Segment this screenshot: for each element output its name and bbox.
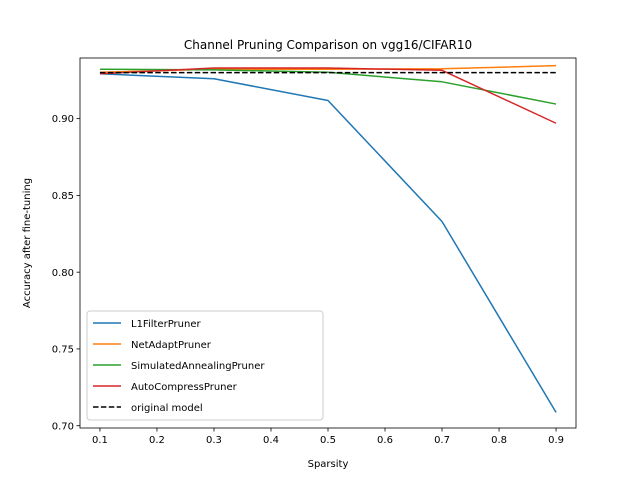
y-tick-label: 0.75 (52, 345, 74, 356)
x-tick-label: 0.7 (434, 435, 450, 446)
x-tick-label: 0.1 (92, 435, 108, 446)
series-line-2 (99, 68, 557, 105)
y-tick-label: 0.85 (52, 191, 74, 202)
y-tick-label: 0.90 (52, 114, 74, 125)
y-axis: 0.70 0.75 0.80 0.85 0.90 (52, 114, 80, 432)
x-tick-label: 0.2 (149, 435, 165, 446)
y-tick-label: 0.70 (52, 421, 74, 432)
x-axis: 0.1 0.2 0.3 0.4 0.5 0.6 0.7 0.8 0.9 (92, 428, 564, 446)
legend-label-3: AutoCompressPruner (131, 382, 238, 393)
plot-series (99, 64, 557, 413)
y-axis-label: Accuracy after fine-tuning (22, 178, 33, 308)
legend: L1FilterPruner NetAdaptPruner SimulatedAnn… (86, 310, 324, 421)
series-line-0 (99, 73, 557, 413)
legend-label-2: SimulatedAnnealingPruner (131, 361, 265, 372)
x-tick-label: 0.5 (320, 435, 336, 446)
x-axis-label: Sparsity (308, 459, 349, 470)
y-tick-label: 0.80 (52, 268, 74, 279)
x-tick-label: 0.3 (206, 435, 222, 446)
legend-box (86, 310, 324, 421)
x-tick-label: 0.9 (548, 435, 564, 446)
legend-label-4: original model (131, 403, 203, 414)
x-tick-label: 0.4 (263, 435, 279, 446)
legend-label-1: NetAdaptPruner (131, 340, 212, 351)
x-tick-label: 0.8 (491, 435, 507, 446)
chart-title: Channel Pruning Comparison on vgg16/CIFA… (184, 38, 472, 52)
series-line-3 (99, 67, 557, 124)
legend-label-0: L1FilterPruner (131, 319, 201, 330)
x-tick-label: 0.6 (377, 435, 393, 446)
